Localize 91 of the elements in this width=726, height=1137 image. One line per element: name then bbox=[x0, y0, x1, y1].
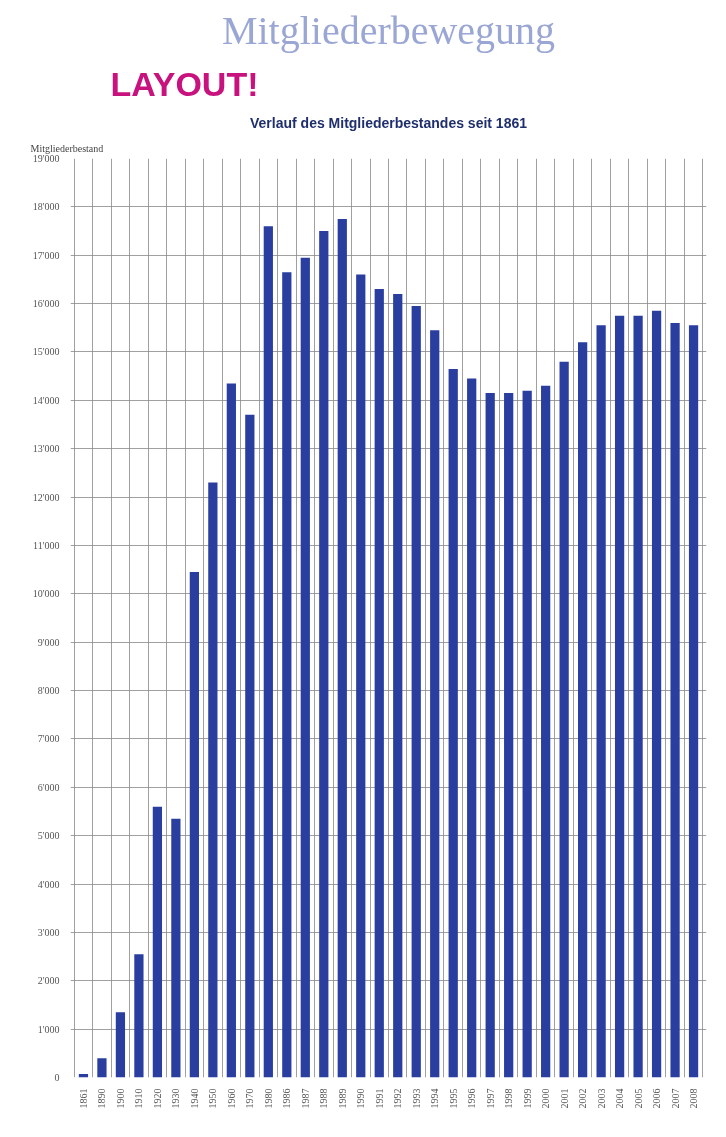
bar bbox=[134, 954, 144, 1078]
x-tick-label: 1930 bbox=[170, 1088, 182, 1109]
bar bbox=[282, 272, 292, 1078]
x-tick-label: 1997 bbox=[484, 1088, 496, 1109]
bar bbox=[688, 325, 699, 1078]
bar bbox=[467, 378, 477, 1078]
y-tick-label: 7'000 bbox=[37, 733, 60, 745]
x-tick-label: 1861 bbox=[77, 1088, 89, 1109]
y-tick-label: 15'000 bbox=[32, 346, 60, 358]
y-tick-label: 4'000 bbox=[37, 878, 60, 890]
x-tick-label: 1987 bbox=[299, 1088, 311, 1109]
bar bbox=[171, 818, 181, 1078]
y-tick-label: 19'000 bbox=[32, 153, 60, 164]
bar bbox=[374, 289, 384, 1078]
x-tick-label: 1900 bbox=[114, 1088, 126, 1109]
y-tick-label: 16'000 bbox=[32, 298, 60, 310]
x-tick-label: 1970 bbox=[244, 1088, 256, 1109]
bar bbox=[541, 385, 551, 1078]
bar bbox=[115, 1012, 126, 1078]
x-tick-label: 1988 bbox=[318, 1088, 330, 1109]
x-tick-label: 1986 bbox=[281, 1088, 293, 1109]
x-tick-label: 2002 bbox=[577, 1088, 589, 1109]
x-tick-label: 1940 bbox=[188, 1088, 200, 1109]
bar bbox=[670, 322, 680, 1078]
x-tick-label: 1960 bbox=[225, 1088, 237, 1109]
x-tick-label: 1980 bbox=[262, 1088, 274, 1109]
x-tick-label: 1994 bbox=[429, 1088, 441, 1109]
y-tick-label: 13'000 bbox=[32, 443, 60, 455]
bar bbox=[319, 231, 329, 1078]
x-tick-label: 1993 bbox=[410, 1088, 422, 1109]
y-tick-label: 12'000 bbox=[32, 491, 60, 503]
y-tick-label: 9'000 bbox=[37, 636, 60, 648]
text: LAYOUT! bbox=[110, 64, 259, 103]
y-tick-label: 17'000 bbox=[32, 249, 60, 261]
x-tick-label: 2001 bbox=[558, 1088, 570, 1109]
bar bbox=[430, 330, 440, 1078]
bar bbox=[651, 310, 662, 1078]
x-tick-label: 1990 bbox=[355, 1088, 367, 1109]
x-tick-label: 1950 bbox=[207, 1088, 219, 1109]
bar bbox=[245, 414, 255, 1078]
x-tick-label: 1991 bbox=[373, 1088, 385, 1109]
bar bbox=[208, 482, 218, 1078]
chart-subtitle: Verlauf des Mitgliederbestandes seit 1861 bbox=[250, 114, 528, 131]
bar bbox=[411, 306, 421, 1078]
x-tick-label: 1999 bbox=[521, 1088, 533, 1109]
bar bbox=[189, 572, 199, 1078]
bar bbox=[226, 383, 236, 1078]
bar bbox=[559, 361, 569, 1078]
bar bbox=[337, 218, 347, 1078]
bar bbox=[522, 390, 532, 1078]
bar bbox=[578, 342, 588, 1078]
y-tick-label: 11'000 bbox=[33, 539, 60, 551]
bar bbox=[596, 325, 606, 1078]
y-tick-label: 3'000 bbox=[37, 926, 60, 938]
bar bbox=[633, 315, 643, 1078]
y-tick-label: 2'000 bbox=[37, 975, 60, 987]
chart-title: Mitgliederbewegung bbox=[221, 7, 556, 53]
x-tick-label: 1910 bbox=[133, 1088, 145, 1109]
x-tick-label: 2005 bbox=[632, 1088, 644, 1109]
x-tick-label: 1989 bbox=[336, 1088, 348, 1109]
x-tick-label: 1890 bbox=[96, 1088, 108, 1109]
bar bbox=[356, 274, 366, 1078]
y-tick-label: 8'000 bbox=[37, 685, 60, 697]
bar bbox=[614, 315, 625, 1078]
bar bbox=[504, 393, 514, 1078]
x-tick-label: 1996 bbox=[466, 1088, 478, 1109]
x-tick-label: 2004 bbox=[614, 1088, 626, 1109]
x-tick-label: 2008 bbox=[688, 1088, 700, 1109]
bar bbox=[97, 1058, 107, 1078]
y-tick-label: 18'000 bbox=[32, 201, 60, 213]
x-tick-label: 1920 bbox=[151, 1088, 163, 1109]
y-tick-label: 1'000 bbox=[37, 1023, 60, 1035]
bar bbox=[152, 806, 163, 1078]
x-tick-label: 2003 bbox=[595, 1088, 607, 1109]
x-tick-label: 2007 bbox=[669, 1088, 681, 1109]
x-tick-label: 2000 bbox=[540, 1088, 552, 1109]
y-axis-title: Mitgliederbestand bbox=[30, 142, 104, 154]
x-tick-label: 1995 bbox=[447, 1088, 459, 1109]
bar bbox=[448, 368, 458, 1078]
bar bbox=[300, 257, 310, 1078]
y-tick-label: 10'000 bbox=[32, 588, 60, 600]
x-tick-label: 1998 bbox=[503, 1088, 515, 1109]
x-tick-label: 2006 bbox=[651, 1088, 663, 1109]
bar bbox=[393, 293, 403, 1078]
y-tick-label: 0 bbox=[54, 1072, 60, 1083]
y-tick-label: 6'000 bbox=[37, 781, 60, 793]
y-tick-label: 14'000 bbox=[32, 394, 60, 406]
bar bbox=[485, 393, 495, 1078]
bar bbox=[263, 226, 273, 1078]
y-tick-label: 5'000 bbox=[37, 830, 60, 842]
x-tick-label: 1992 bbox=[392, 1088, 404, 1109]
